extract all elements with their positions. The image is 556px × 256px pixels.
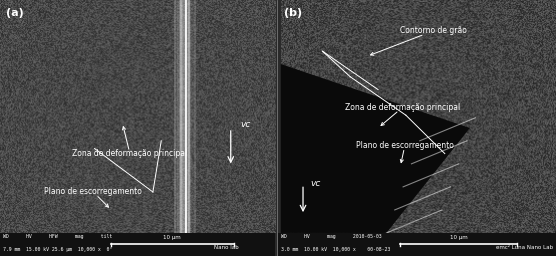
- Text: Nano lab: Nano lab: [214, 244, 239, 250]
- Text: 10 μm: 10 μm: [450, 235, 468, 240]
- Text: emc² Luna Nano Lab: emc² Luna Nano Lab: [496, 244, 553, 250]
- Bar: [278, 233, 556, 256]
- Text: (b): (b): [284, 8, 302, 18]
- Text: Zona de deformação principal: Zona de deformação principal: [72, 127, 187, 158]
- Text: vᴄ: vᴄ: [310, 179, 321, 188]
- Polygon shape: [281, 64, 470, 233]
- Text: Contorno de grão: Contorno de grão: [370, 26, 467, 55]
- Text: WD      HV      HFW      mag      tilt: WD HV HFW mag tilt: [3, 234, 112, 239]
- Text: Plano de escorregamento: Plano de escorregamento: [356, 141, 454, 163]
- Text: (a): (a): [6, 8, 23, 18]
- Text: vᴄ: vᴄ: [240, 120, 251, 129]
- Text: Plano de escorregamento: Plano de escorregamento: [44, 187, 142, 207]
- Text: 10 μm: 10 μm: [163, 235, 181, 240]
- Text: 7.9 mm  15.00 kV 25.6 μm  10,000 x  0°: 7.9 mm 15.00 kV 25.6 μm 10,000 x 0°: [3, 247, 112, 252]
- Text: WD      HV      mag      2010-05-03: WD HV mag 2010-05-03: [281, 234, 381, 239]
- Text: Zona de deformação principal: Zona de deformação principal: [345, 103, 460, 125]
- Text: 3.0 mm  10.00 kV  10,000 x    00-08-23: 3.0 mm 10.00 kV 10,000 x 00-08-23: [281, 247, 390, 252]
- Bar: [0, 233, 275, 256]
